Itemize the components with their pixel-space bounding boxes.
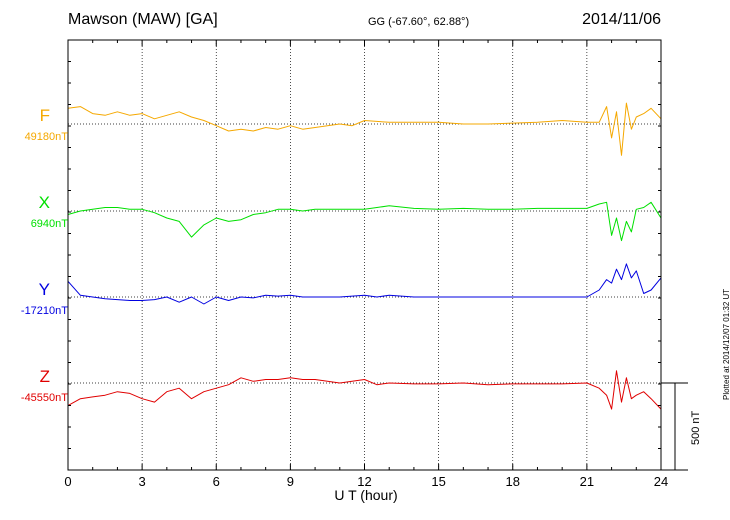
x-ticks <box>67 39 662 471</box>
series-line-y <box>67 263 662 305</box>
baseline-label-z: -45550nT <box>20 392 68 404</box>
series-lines <box>67 102 662 410</box>
tick-label-x-0: 0 <box>64 474 71 489</box>
tick-label-x-9: 9 <box>287 474 294 489</box>
x-tick-labels: 0 3 6 9 12 15 18 21 24 <box>64 474 668 489</box>
series-name-f: F <box>39 106 50 125</box>
scale-bar-label: 500 nT <box>690 410 702 445</box>
x-axis-label: U T (hour) <box>334 487 397 503</box>
grid <box>141 40 588 470</box>
tick-label-x-18: 18 <box>506 474 520 489</box>
scale-bar <box>661 382 688 471</box>
series-line-f <box>67 102 662 156</box>
tick-label-x-3: 3 <box>139 474 146 489</box>
observation-date: 2014/11/06 <box>582 11 661 28</box>
baseline-label-f: 49180nT <box>24 131 68 143</box>
tick-label-x-12: 12 <box>357 474 371 489</box>
series-line-x <box>67 201 662 242</box>
baseline-label-y: -17210nT <box>20 305 68 317</box>
station-coordinates: GG (-67.60°, 62.88°) <box>368 16 470 28</box>
station-title: Mawson (MAW) [GA] <box>68 11 218 28</box>
series-name-z: Z <box>39 367 50 386</box>
series-name-x: X <box>38 193 50 212</box>
baseline-label-x: 6940nT <box>30 218 68 230</box>
series-name-y: Y <box>38 280 50 299</box>
plot-frame <box>67 39 662 471</box>
tick-label-x-6: 6 <box>213 474 220 489</box>
tick-label-x-15: 15 <box>431 474 445 489</box>
tick-label-x-24: 24 <box>654 474 668 489</box>
series-line-z <box>67 370 662 410</box>
plotted-timestamp: Plotted at 2014/12/07 01:32 UT <box>722 288 730 400</box>
tick-label-x-21: 21 <box>580 474 594 489</box>
